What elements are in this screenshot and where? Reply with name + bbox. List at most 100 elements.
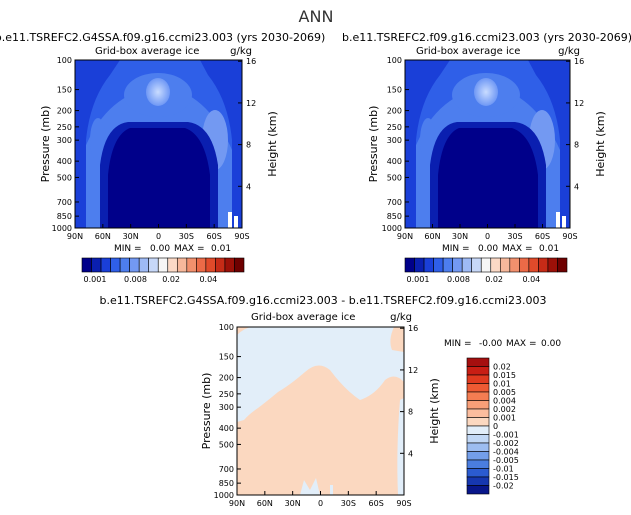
panel-subtitle: Grid-box average ice xyxy=(251,312,355,323)
panel-subtitle: Grid-box average ice xyxy=(95,46,199,57)
colorbar-swatch xyxy=(138,257,150,273)
colorbar: 0.001 0.008 0.02 0.04 xyxy=(81,257,245,284)
stat-max-label: MAX = xyxy=(174,244,205,254)
figure-title: ANN xyxy=(299,7,334,26)
colorbar-swatch xyxy=(110,257,121,273)
colorbar-swatch xyxy=(466,391,490,401)
x-tick-label: 90N xyxy=(229,499,245,508)
colorbar-swatch xyxy=(176,257,188,273)
colorbar-swatch xyxy=(466,357,490,367)
y-tick-label: 700 xyxy=(57,198,72,207)
colorbar-swatch xyxy=(466,476,490,486)
y-tick-label: 400 xyxy=(57,157,72,166)
y-tick-label: 150 xyxy=(387,86,402,95)
colorbar-swatch xyxy=(466,374,490,384)
colorbar-label: 0.001 xyxy=(493,414,516,423)
x-tick-label: 30N xyxy=(123,232,139,241)
colorbar-swatch xyxy=(519,257,530,273)
y-axis-label: Pressure (mb) xyxy=(39,106,52,183)
x-tick-label: 60S xyxy=(369,499,384,508)
colorbar-label: 0.002 xyxy=(493,405,516,414)
panel-top-left: b.e11.TSREFC2.G4SSA.f09.g16.ccmi23.003 (… xyxy=(0,31,325,284)
panel-title: b.e11.TSREFC2.G4SSA.f09.g16.ccmi23.003 -… xyxy=(100,294,547,307)
colorbar-swatch xyxy=(466,383,490,393)
x-tick-label: 60S xyxy=(535,232,550,241)
stat-min-label: MIN = xyxy=(114,244,142,254)
y2-tick-label: 8 xyxy=(246,141,251,150)
y-tick-label: 1000 xyxy=(52,224,72,233)
y-tick-label: 100 xyxy=(57,56,72,65)
colorbar-label: -0.01 xyxy=(493,465,514,474)
y-tick-label: 500 xyxy=(219,440,234,449)
y-tick-label: 200 xyxy=(219,374,234,383)
colorbar-swatch xyxy=(466,485,490,495)
y2-tick-label: 4 xyxy=(246,182,251,191)
colorbar-swatch xyxy=(466,451,490,461)
y-tick-label: 1000 xyxy=(214,491,234,500)
colorbar-swatch xyxy=(414,257,425,273)
colorbar: 0.020.0150.010.0050.0040.0020.0010-0.001… xyxy=(466,357,519,495)
y-tick-label: 200 xyxy=(387,107,402,116)
y2-tick-label: 12 xyxy=(408,366,418,375)
x-tick-label: 30N xyxy=(285,499,301,508)
colorbar-swatch xyxy=(466,417,490,427)
panel-units: g/kg xyxy=(230,46,252,57)
colorbar-swatch xyxy=(499,257,511,273)
stat-min-value: -0.00 xyxy=(479,339,503,349)
x-tick-label: 30S xyxy=(341,499,356,508)
colorbar-label: -0.002 xyxy=(493,439,519,448)
colorbar-swatch xyxy=(81,257,92,273)
y2-tick-label: 4 xyxy=(574,182,579,191)
colorbar-swatch xyxy=(129,257,140,273)
x-tick-label: 30S xyxy=(507,232,522,241)
colorbar-swatch xyxy=(196,257,207,273)
colorbar-label: 0.005 xyxy=(493,388,516,397)
colorbar-swatch xyxy=(119,257,130,273)
colorbar-swatch xyxy=(528,257,539,273)
panel-units: g/kg xyxy=(558,46,580,57)
y2-axis-label: Height (km) xyxy=(594,111,607,177)
y-tick-label: 200 xyxy=(57,107,72,116)
colorbar-swatch xyxy=(538,257,549,273)
colorbar-swatch xyxy=(466,468,490,478)
colorbar-swatch xyxy=(466,366,490,376)
colorbar-swatch xyxy=(466,408,490,418)
y2-tick-label: 12 xyxy=(246,99,256,108)
colorbar-swatch xyxy=(480,257,492,273)
stat-max-label: MAX = xyxy=(502,244,533,254)
stat-min-label: MIN = xyxy=(442,244,470,254)
colorbar-swatch xyxy=(423,257,434,273)
x-tick-label: 0 xyxy=(485,232,490,241)
colorbar-swatch xyxy=(547,257,558,273)
contour-field xyxy=(405,60,570,228)
colorbar-label: 0.02 xyxy=(485,275,503,284)
y-tick-label: 850 xyxy=(57,212,72,221)
x-tick-label: 90S xyxy=(234,232,249,241)
y2-axis-label: Height (km) xyxy=(428,378,441,444)
colorbar-label: 0.001 xyxy=(84,275,107,284)
colorbar-swatch xyxy=(461,257,473,273)
y-tick-label: 700 xyxy=(387,198,402,207)
colorbar-label: 0.001 xyxy=(407,275,430,284)
stat-max-value: 0.01 xyxy=(539,244,559,254)
colorbar-label: -0.004 xyxy=(493,448,519,457)
x-tick-label: 90N xyxy=(397,232,413,241)
y2-axis-label: Height (km) xyxy=(266,111,279,177)
axes: 90N 60N 30N 0 30S 60S 90S 100 150 200 250 300 400 500… xyxy=(382,56,585,241)
colorbar-label: 0.01 xyxy=(493,380,511,389)
colorbar-swatch xyxy=(442,257,453,273)
y-tick-label: 300 xyxy=(57,136,72,145)
x-tick-label: 60N xyxy=(424,232,440,241)
y-tick-label: 700 xyxy=(219,465,234,474)
stat-max-label: MAX = xyxy=(506,339,537,349)
colorbar-swatch xyxy=(466,400,490,410)
y-tick-label: 850 xyxy=(219,479,234,488)
x-tick-label: 90S xyxy=(396,499,411,508)
colorbar-swatch xyxy=(167,257,178,273)
colorbar-label: 0.02 xyxy=(162,275,180,284)
y-tick-label: 500 xyxy=(387,173,402,182)
y2-tick-label: 8 xyxy=(574,141,579,150)
contour-field xyxy=(237,327,404,495)
x-tick-label: 90N xyxy=(67,232,83,241)
panel-title: b.e11.TSREFC2.f09.g16.ccmi23.003 (yrs 20… xyxy=(342,31,631,44)
